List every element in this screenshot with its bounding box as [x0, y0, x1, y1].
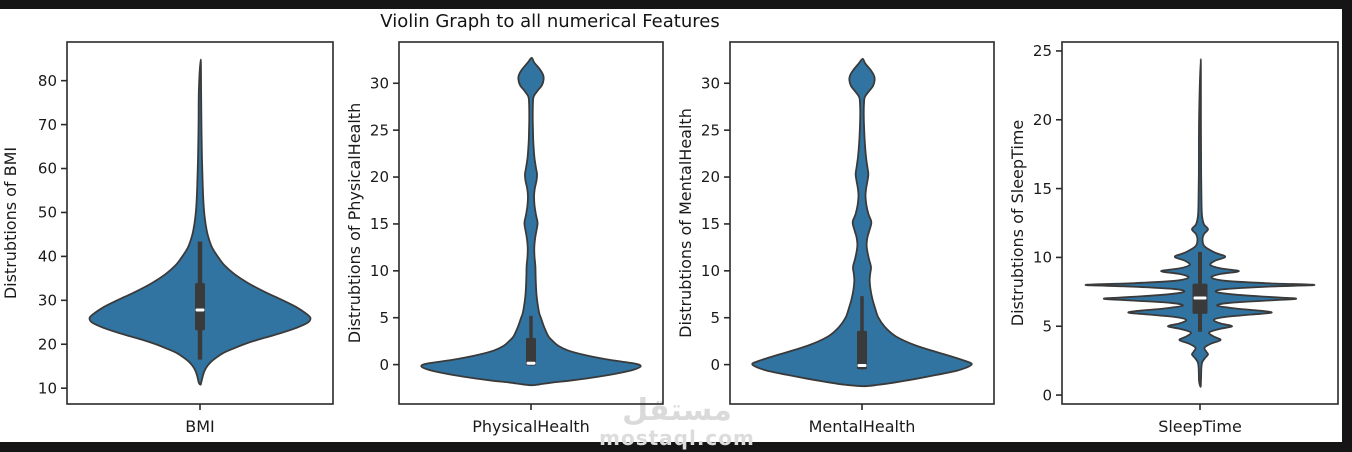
iqr-box: [526, 337, 536, 366]
violin-plot-sleeptime: 0 5 10 15 20 25: [1033, 41, 1339, 410]
y-tick-label: 30: [38, 292, 57, 310]
figure-canvas: [0, 9, 1342, 442]
y-tick-label: 20: [370, 168, 389, 186]
iqr-box: [857, 330, 867, 370]
y-tick-label: 10: [38, 379, 57, 397]
y-tick-label: 5: [710, 309, 720, 327]
violin-plot-physicalhealth: 0 5 10 15 20 25 30: [370, 41, 664, 410]
y-tick-label: 5: [379, 309, 389, 327]
y-tick-label: 60: [38, 160, 57, 178]
y-tick-label: 10: [1033, 249, 1052, 267]
y-axis-label-mentalhealth: Distrubtions of MentalHealth: [676, 108, 695, 338]
iqr-box: [195, 283, 205, 331]
y-tick-label: 40: [38, 248, 57, 266]
y-tick-label: 20: [38, 335, 57, 353]
y-axis-label-physicalhealth: Distrubtions of PhysicalHealth: [345, 102, 364, 344]
watermark-domain-text: mostaql.com: [599, 426, 755, 450]
watermark-arabic-text: مستقل: [622, 393, 732, 428]
violin-body: [420, 57, 642, 387]
y-tick-label: 10: [701, 262, 720, 280]
y-tick-label: 70: [38, 116, 57, 134]
violin-body: [1084, 58, 1316, 388]
x-axis-label-sleeptime: SleepTime: [1158, 417, 1242, 436]
violin-body: [88, 58, 312, 386]
x-axis-label-bmi: BMI: [185, 417, 215, 436]
y-tick-label: 80: [38, 72, 57, 90]
y-tick-label: 15: [1033, 180, 1052, 198]
y-tick-label: 20: [701, 168, 720, 186]
y-axis-label-bmi: Distrubtions of BMI: [1, 146, 20, 300]
y-tick-label: 10: [370, 262, 389, 280]
y-tick-label: 25: [701, 121, 720, 139]
median-marker: [1193, 296, 1207, 300]
chart-title: Violin Graph to all numerical Features: [380, 11, 720, 32]
y-tick-label: 0: [710, 356, 720, 374]
x-axis-label-mentalhealth: MentalHealth: [808, 417, 916, 436]
y-tick-label: 15: [370, 215, 389, 233]
median-marker: [857, 364, 867, 368]
y-tick-label: 25: [1033, 42, 1052, 60]
y-tick-label: 20: [1033, 111, 1052, 129]
median-marker: [526, 361, 536, 365]
y-tick-label: 50: [38, 204, 57, 222]
y-axis-label-sleeptime: Distrubtions of SleepTime: [1008, 119, 1027, 327]
violin-plot-mentalhealth: 0 5 10 15 20 25 30: [701, 41, 995, 410]
violin-plot-bmi: 10 20 30 40 50 60 70 80: [38, 41, 334, 410]
y-tick-label: 0: [1042, 386, 1052, 404]
y-tick-label: 5: [1042, 317, 1052, 335]
x-axis-label-physicalhealth: PhysicalHealth: [472, 417, 590, 436]
y-tick-label: 0: [379, 356, 389, 374]
median-marker: [195, 308, 205, 312]
y-tick-label: 15: [701, 215, 720, 233]
y-tick-label: 30: [370, 74, 389, 92]
y-tick-label: 30: [701, 74, 720, 92]
violin-body: [751, 57, 973, 388]
watermark: مستقل mostaql.com: [599, 393, 755, 450]
y-tick-label: 25: [370, 121, 389, 139]
